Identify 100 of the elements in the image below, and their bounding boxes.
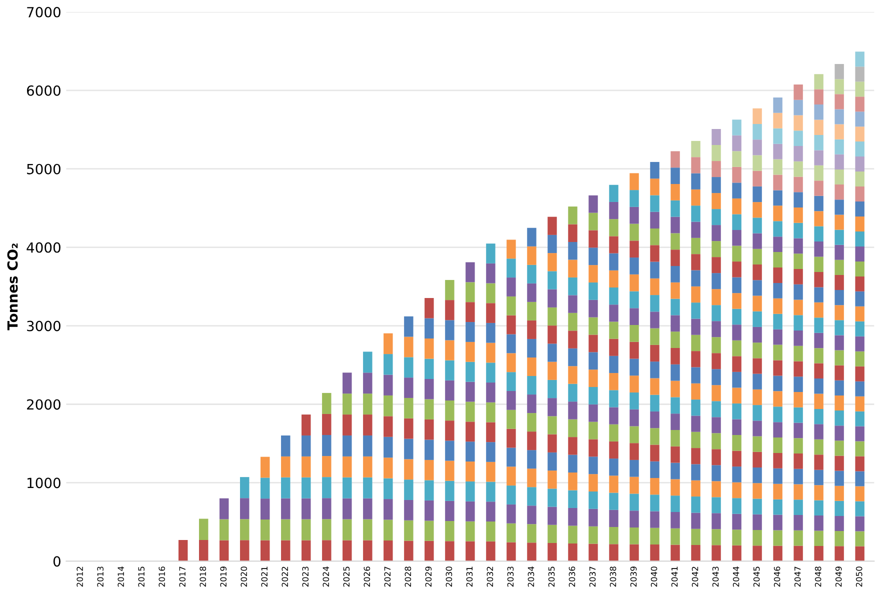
bar: [670, 364, 680, 381]
bar: [588, 526, 598, 544]
bar: [855, 276, 864, 292]
bar: [814, 394, 824, 409]
bar: [712, 145, 721, 162]
bar: [404, 480, 414, 500]
bar: [527, 524, 536, 543]
x-tick-label: 2026: [364, 566, 370, 587]
bar: [609, 356, 618, 374]
bar: [506, 258, 516, 278]
bar: [588, 544, 598, 562]
bar: [650, 295, 660, 312]
bar: [691, 140, 700, 158]
bar: [486, 322, 496, 343]
bar: [650, 444, 660, 462]
bar: [527, 432, 536, 450]
bar: [548, 326, 557, 344]
bar: [691, 351, 700, 368]
bar: [732, 182, 742, 198]
bar: [834, 380, 844, 396]
bar: [630, 206, 639, 224]
bar: [424, 399, 434, 420]
bar: [486, 482, 496, 502]
y-tick-label: 5000: [27, 164, 60, 174]
bar: [834, 305, 844, 320]
bar: [568, 242, 578, 260]
bar: [588, 195, 598, 213]
bar: [630, 376, 639, 392]
bar: [670, 348, 680, 364]
bar: [486, 502, 496, 522]
bar: [568, 295, 578, 313]
x-tick-label: 2042: [692, 566, 698, 587]
bar: [691, 334, 700, 352]
bar: [712, 305, 721, 322]
bar: [794, 100, 803, 116]
bar: [732, 120, 742, 136]
bar: [773, 452, 782, 468]
bar: [548, 416, 557, 434]
bar: [363, 394, 372, 415]
bar: [506, 542, 516, 562]
bar: [220, 519, 229, 540]
x-tick-label: 2049: [835, 566, 842, 587]
bar: [794, 284, 803, 300]
bar: [814, 332, 824, 348]
bar: [527, 320, 536, 339]
bar: [609, 544, 618, 562]
bar: [712, 369, 721, 386]
bar: [588, 456, 598, 474]
bar: [834, 350, 844, 366]
bar: [732, 388, 742, 404]
bar: [814, 363, 824, 379]
bar: [732, 372, 742, 388]
bar: [834, 290, 844, 306]
bar: [240, 519, 250, 540]
bar: [691, 383, 700, 400]
bar: [834, 94, 844, 110]
bar: [773, 468, 782, 484]
bar: [240, 477, 250, 498]
bar: [568, 402, 578, 420]
y-tick-label: 0: [53, 556, 60, 567]
bar: [691, 173, 700, 190]
bar: [527, 413, 536, 432]
bar: [834, 320, 844, 336]
bar: [794, 454, 803, 469]
bar: [670, 298, 680, 316]
bar: [834, 410, 844, 426]
bar: [794, 422, 803, 438]
bar: [732, 230, 742, 246]
bar: [342, 477, 352, 498]
bar: [609, 441, 618, 459]
bar: [670, 462, 680, 480]
bar: [752, 405, 762, 421]
bar: [834, 244, 844, 260]
bar: [506, 504, 516, 524]
bar: [691, 432, 700, 448]
bar: [506, 296, 516, 316]
bar: [384, 354, 393, 375]
bar: [199, 540, 208, 562]
bar: [609, 510, 618, 527]
bar: [568, 472, 578, 490]
bar: [404, 500, 414, 520]
bar: [855, 486, 864, 502]
bar: [712, 257, 721, 274]
bar: [445, 300, 454, 320]
bar: [588, 230, 598, 248]
bar: [548, 452, 557, 471]
bar: [732, 530, 742, 546]
bar: [568, 437, 578, 455]
bar: [855, 306, 864, 322]
bar: [834, 456, 844, 471]
bar: [834, 516, 844, 532]
bar: [794, 546, 803, 562]
bar: [814, 272, 824, 288]
bar: [650, 362, 660, 378]
bar: [773, 422, 782, 438]
bar: [527, 394, 536, 414]
bar: [855, 126, 864, 142]
bar: [773, 514, 782, 530]
bar: [732, 135, 742, 152]
bar: [834, 124, 844, 140]
